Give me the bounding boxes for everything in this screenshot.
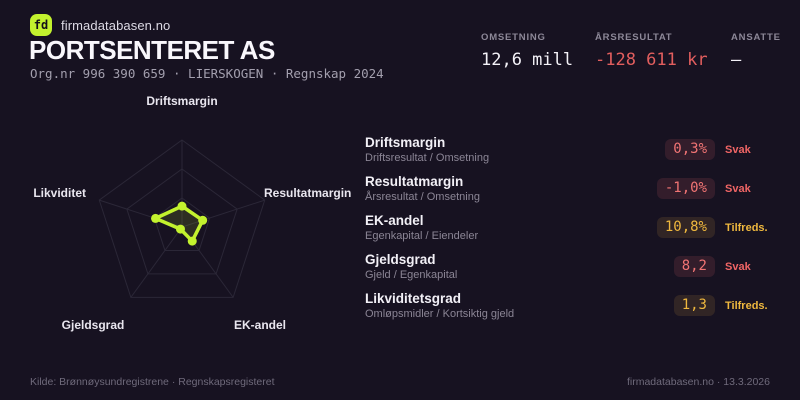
stat-label: ANSATTE [731,32,781,43]
metric-status-label: Tilfreds. [725,221,768,234]
metric-status-label: Svak [725,143,751,156]
metric-formula: Omløpsmidler / Kortsiktig gjeld [365,308,515,320]
radar-axis-label-gjeldsgrad: Gjeldsgrad [61,318,125,332]
stat-arsresultat: ÅRSRESULTAT -128 611 kr [595,32,731,70]
metric-name: EK-andel [365,213,424,228]
radar-chart [98,139,266,298]
company-meta-line: Org.nr 996 390 659 · LIERSKOGEN · Regnsk… [30,66,384,81]
page-title: PORTSENTERET AS [29,35,275,65]
metric-name: Driftsmargin [365,135,446,150]
stat-value: 12,6 mill [481,50,574,70]
radar-axis-label-likviditet: Likviditet [33,186,86,200]
radar-axis-label-resultatmargin: Resultatmargin [264,186,352,200]
metric-value-badge: 1,3 [673,295,715,316]
metric-list: Driftsmargin Driftsresultat / Omsetning … [365,130,777,325]
brand-site-name: firmadatabasen.no [61,17,171,33]
metric-row-resultatmargin: Resultatmargin Årsresultat / Omsetning -… [365,169,777,208]
stat-ansatte: ANSATTE – [731,32,781,70]
metric-formula: Årsresultat / Omsetning [365,191,480,203]
footer: Kilde: Brønnøysundregistrene · Regnskaps… [0,376,800,388]
stat-value: -128 611 kr [595,50,708,70]
stat-omsetning: OMSETNING 12,6 mill [481,32,595,70]
stat-label: OMSETNING [481,32,546,43]
radar-axis-label-ek-andel: EK-andel [233,318,287,332]
metric-name: Gjeldsgrad [365,252,436,267]
metric-status-label: Svak [725,260,751,273]
brand-row: fd firmadatabasen.no [30,14,170,36]
metric-formula: Driftsresultat / Omsetning [365,152,490,164]
metric-value-badge: 10,8% [656,217,715,238]
metric-name: Resultatmargin [365,174,464,189]
metric-value-badge: -1,0% [656,178,715,199]
metric-formula: Gjeld / Egenkapital [365,269,458,281]
metric-row-likviditetsgrad: Likviditetsgrad Omløpsmidler / Kortsikti… [365,286,777,325]
stat-label: ÅRSRESULTAT [595,32,673,43]
metric-name: Likviditetsgrad [365,291,462,306]
radar-axis-label-driftsmargin: Driftsmargin [146,94,218,108]
firmadatabasen-logo-icon: fd [30,14,52,36]
footer-site-stamp: firmadatabasen.no · 13.3.2026 [626,376,770,388]
metric-status-label: Tilfreds. [725,299,768,312]
metric-row-driftsmargin: Driftsmargin Driftsresultat / Omsetning … [365,130,777,169]
metric-value-badge: 0,3% [665,139,715,160]
metric-value-badge: 8,2 [673,256,715,277]
stat-value: – [731,50,742,70]
metric-formula: Egenkapital / Eiendeler [365,230,479,242]
metric-row-ek-andel: EK-andel Egenkapital / Eiendeler 10,8% T… [365,208,777,247]
footer-source: Kilde: Brønnøysundregistrene · Regnskaps… [30,376,275,388]
key-stats: OMSETNING 12,6 mill ÅRSRESULTAT -128 611… [481,32,781,70]
metric-row-gjeldsgrad: Gjeldsgrad Gjeld / Egenkapital 8,2 Svak [365,247,777,286]
metric-status-label: Svak [725,182,751,195]
